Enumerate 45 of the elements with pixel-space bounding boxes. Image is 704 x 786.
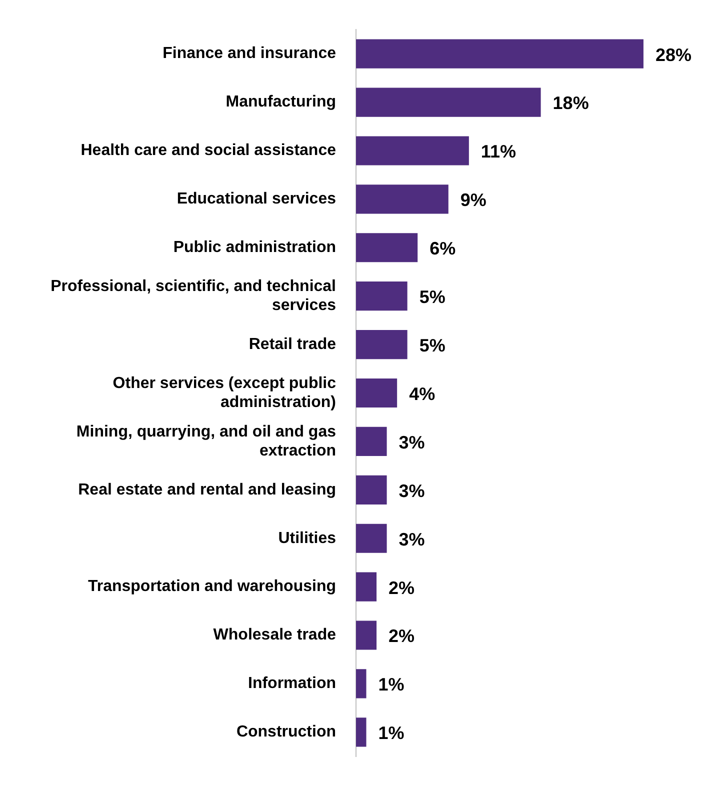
data-label: 3% — [398, 529, 425, 550]
data-label: 5% — [419, 336, 446, 356]
bar — [356, 620, 377, 650]
bar — [356, 233, 418, 262]
data-label: 1% — [378, 723, 404, 744]
data-label: 4% — [409, 384, 436, 404]
y-tick-label: Wholesale trade — [213, 626, 336, 644]
bar — [356, 184, 448, 214]
bar — [356, 426, 387, 456]
y-tick-label: Health care and social assistance — [80, 142, 336, 160]
data-label: 2% — [388, 578, 415, 598]
y-tick-label: Professional, scientific, and technical services — [50, 278, 336, 314]
y-tick-label: Finance and insurance — [162, 45, 336, 62]
bar — [356, 378, 398, 408]
bar — [356, 88, 541, 117]
data-label: 9% — [460, 190, 486, 210]
data-label: 3% — [398, 480, 425, 501]
bar — [356, 39, 644, 68]
bar — [356, 669, 366, 698]
y-tick-label: Information — [248, 675, 336, 692]
y-tick-label: Utilities — [278, 530, 336, 547]
y-tick-label: Real estate and rental and leasing — [78, 481, 336, 498]
y-tick-label: Construction — [236, 724, 336, 741]
y-tick-label: Public administration — [173, 239, 336, 256]
bar — [356, 718, 366, 747]
bar — [356, 136, 469, 166]
y-tick-label: Educational services — [176, 190, 336, 208]
data-label: 1% — [378, 674, 404, 695]
data-label: 2% — [388, 626, 415, 646]
data-label: 3% — [398, 432, 425, 452]
data-label: 18% — [552, 93, 589, 114]
data-label: 5% — [419, 287, 446, 308]
bar — [356, 524, 387, 553]
y-tick-label: Manufacturing — [226, 94, 336, 111]
data-label: 6% — [430, 238, 456, 259]
bar — [356, 330, 408, 360]
bar — [356, 282, 408, 311]
data-label: 28% — [655, 44, 692, 65]
y-tick-label: Transportation and warehousing — [88, 578, 336, 596]
data-label: 11% — [480, 142, 516, 162]
y-tick-label: Retail trade — [248, 336, 336, 353]
bar — [356, 572, 377, 602]
bar — [356, 475, 387, 504]
y-tick-label: Other services (except public administration) — [112, 374, 336, 412]
y-tick-label: Mining, quarrying, and oil and gas extraction — [76, 423, 336, 460]
